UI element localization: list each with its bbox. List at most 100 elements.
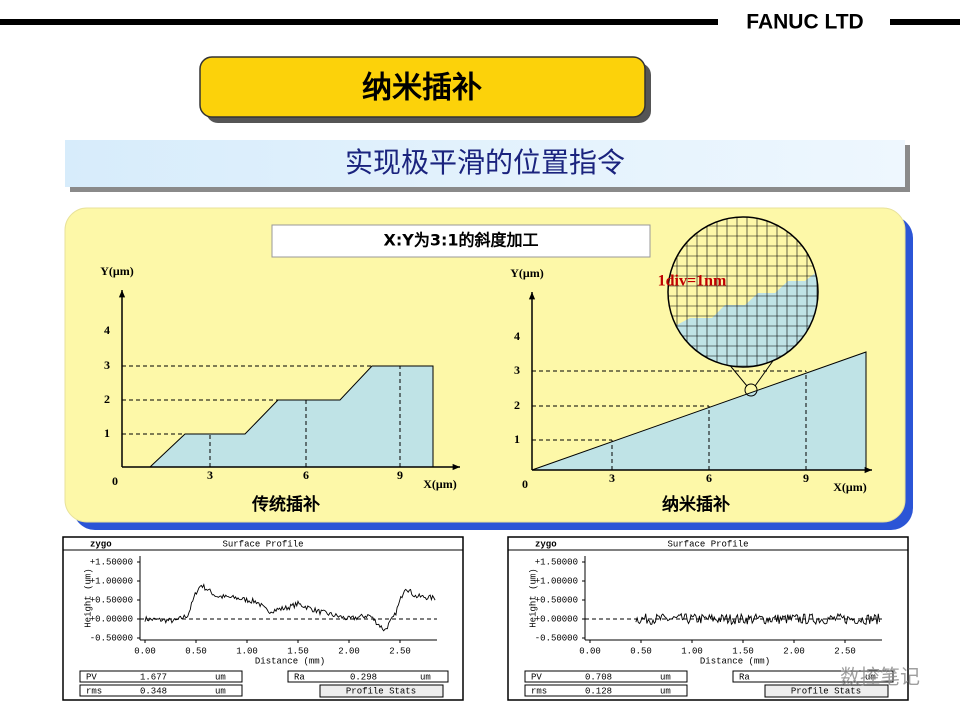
profile-panel: zygo Surface Profile +1.50000 +1.00000 +0.50… [62, 536, 464, 701]
diagram-name: 纳米插补 [662, 494, 730, 515]
field-box [287, 670, 449, 683]
title-box [199, 56, 646, 118]
origin-label: 0 [522, 477, 528, 491]
zoom-view [668, 217, 818, 367]
stat-label: rms [531, 686, 547, 696]
stat-value: 0.348 [140, 686, 167, 696]
stat-label: PV [86, 672, 97, 682]
stat-unit: um [660, 686, 671, 696]
subtitle: 实现极平滑的位置指令 [345, 146, 625, 179]
y-tick-label: 1 [104, 426, 110, 440]
y-tick-label: 3 [104, 358, 110, 372]
origin-label: 0 [112, 474, 118, 488]
stat-unit: um [420, 672, 431, 682]
axis-arrow [528, 292, 536, 300]
x-tick-label: 1.00 [681, 646, 703, 656]
x-axis-label: X(μm) [423, 477, 456, 491]
y-tick-label: -0.50000 [90, 633, 133, 643]
window-title: Surface Profile [667, 539, 748, 549]
diagrams: Y(μm) X(μm) 0 1 2 3 4 3 6 9 传统插补 Y(μm) X(μm) 0 1 2 3 4 3 6 9… [100, 216, 872, 515]
y-axis-label: Y(μm) [100, 264, 133, 278]
profile-trace [635, 612, 880, 626]
stats-button[interactable] [319, 684, 444, 698]
x-tick-label: 6 [303, 468, 309, 482]
x-tick-label: 6 [706, 471, 712, 485]
stats-button[interactable] [764, 684, 889, 698]
x-tick-label: 1.00 [236, 646, 258, 656]
x-tick-label: 2.00 [338, 646, 360, 656]
y-tick-label: +0.50000 [90, 595, 133, 605]
stats-button-label: Profile Stats [791, 686, 861, 696]
stat-label: PV [531, 672, 542, 682]
x-tick-label: 1.50 [732, 646, 754, 656]
caption-box [271, 224, 651, 258]
panel-frame [507, 536, 909, 701]
x-tick-label: 2.50 [389, 646, 411, 656]
stat-label: Ra [294, 672, 305, 682]
zoom-stairs [668, 270, 818, 367]
x-axis-label: X(μm) [833, 480, 866, 494]
y-axis-title: Height (um) [83, 568, 93, 627]
header-rule [0, 19, 718, 25]
field-box [524, 684, 688, 697]
y-tick-label: +1.50000 [535, 557, 578, 567]
stat-value: 0.708 [585, 672, 612, 682]
field-box [79, 670, 243, 683]
stat-unit: um [215, 672, 226, 682]
stat-value: 1.677 [140, 672, 167, 682]
y-tick-label: 3 [514, 363, 520, 377]
stat-value: 0.128 [585, 686, 612, 696]
zoom-cone [754, 357, 776, 387]
app-name: zygo [535, 539, 557, 549]
y-tick-label: 2 [514, 398, 520, 412]
window-title: Surface Profile [222, 539, 303, 549]
field-box [732, 670, 894, 683]
x-tick-label: 2.00 [783, 646, 805, 656]
x-tick-label: 2.50 [834, 646, 856, 656]
x-tick-label: 3 [609, 471, 615, 485]
stat-label: rms [86, 686, 102, 696]
y-tick-label: +0.00000 [90, 614, 133, 624]
stat-unit: um [215, 686, 226, 696]
profiles: zygo Surface Profile +1.50000 +1.00000 +0.50… [62, 536, 909, 701]
y-tick-label: 4 [104, 323, 110, 337]
y-tick-label: 1 [514, 432, 520, 446]
y-tick-label: +1.50000 [90, 557, 133, 567]
x-axis-title: Distance (mm) [255, 656, 325, 666]
y-tick-label: +0.00000 [535, 614, 578, 624]
zoom-label: 1div=1nm [658, 273, 727, 290]
axis-arrow [118, 290, 126, 298]
x-tick-label: 0.00 [134, 646, 156, 656]
x-tick-label: 1.50 [287, 646, 309, 656]
x-tick-label: 0.00 [579, 646, 601, 656]
x-tick-label: 9 [803, 471, 809, 485]
profile-trace [144, 583, 436, 632]
x-axis-title: Distance (mm) [700, 656, 770, 666]
stats-button-label: Profile Stats [346, 686, 416, 696]
zoom-ring [667, 216, 819, 368]
watermark: 数控笔记 [840, 665, 920, 689]
x-tick-label: 9 [397, 468, 403, 482]
field-box [524, 670, 688, 683]
axis-arrow [452, 463, 460, 471]
field-box [79, 684, 243, 697]
y-tick-label: -0.50000 [535, 633, 578, 643]
caption: X:Y为3:1的斜度加工 [384, 231, 539, 250]
app-name: zygo [90, 539, 112, 549]
x-tick-label: 0.50 [185, 646, 207, 656]
y-tick-label: +1.00000 [90, 576, 133, 586]
zoom-spot [744, 383, 758, 397]
y-tick-label: 4 [514, 329, 520, 343]
zoom-cone [727, 362, 748, 387]
x-tick-label: 3 [207, 468, 213, 482]
header-rule [890, 19, 960, 25]
diagram-name: 传统插补 [251, 494, 320, 515]
stat-unit: um [660, 672, 671, 682]
staircase-area [148, 365, 434, 468]
x-tick-label: 0.50 [630, 646, 652, 656]
title: 纳米插补 [362, 71, 482, 106]
brand: FANUC LTD [746, 11, 863, 34]
stat-label: Ra [739, 672, 750, 682]
subtitle-band [65, 140, 905, 187]
